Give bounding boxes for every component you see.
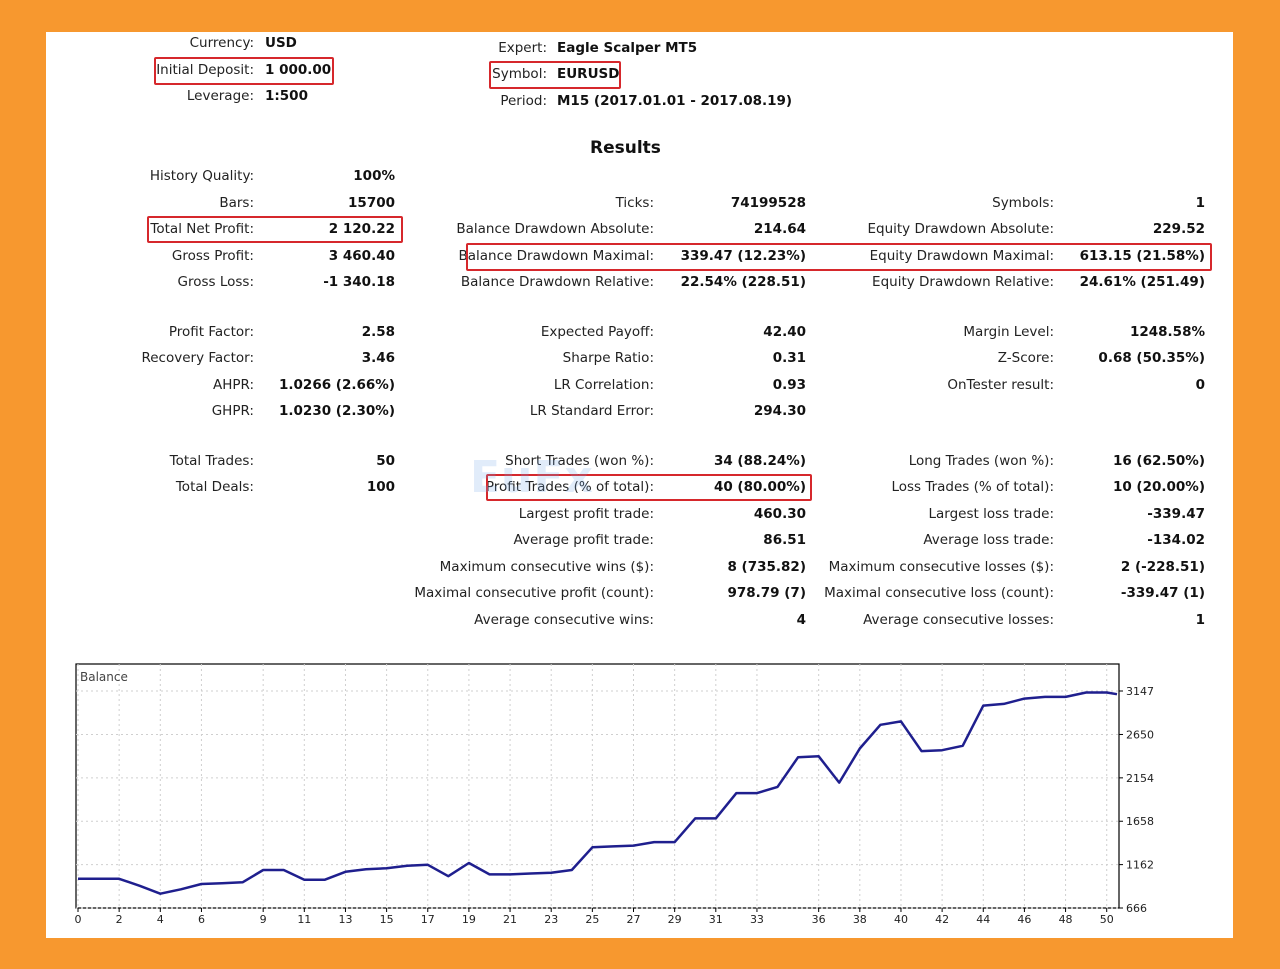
loss-trades-of-total-value: 10 (20.00%) xyxy=(1112,479,1205,495)
total-trades-value: 50 xyxy=(376,453,395,469)
symbols-label: Symbols: xyxy=(992,195,1054,211)
profit-trades-of-total-value: 40 (80.00%) xyxy=(713,479,806,495)
currency-label: Currency: xyxy=(189,35,254,51)
maximal-consecutive-profit-count-label: Maximal consecutive profit (count): xyxy=(414,585,654,601)
gross-loss-value: -1 340.18 xyxy=(323,274,395,290)
balance-drawdown-relative-value: 22.54% (228.51) xyxy=(680,274,806,290)
history-quality-label: History Quality: xyxy=(149,168,254,184)
average-consecutive-losses-label: Average consecutive losses: xyxy=(863,612,1054,628)
ghpr-label: GHPR: xyxy=(211,403,254,419)
long-trades-won-value: 16 (62.50%) xyxy=(1112,453,1205,469)
watermark-logo: EuFx xyxy=(470,452,594,503)
ticks-value: 74199528 xyxy=(730,195,806,211)
symbols-value: 1 xyxy=(1195,195,1205,211)
results-title: Results xyxy=(590,138,661,158)
total-net-profit-highlight xyxy=(147,216,403,243)
expert-label: Expert: xyxy=(498,40,547,56)
sharpe-ratio-value: 0.31 xyxy=(772,350,806,366)
largest-loss-trade-value: -339.47 xyxy=(1147,506,1205,522)
drawdown-maximal-highlight xyxy=(466,243,1212,271)
symbol-value: EURUSD xyxy=(557,66,620,82)
profit-trades-highlight xyxy=(486,474,812,501)
equity-drawdown-relative-value: 24.61% (251.49) xyxy=(1079,274,1205,290)
lr-standard-error-label: LR Standard Error: xyxy=(529,403,654,419)
ontester-result-value: 0 xyxy=(1195,377,1205,393)
ticks-label: Ticks: xyxy=(615,195,654,211)
average-consecutive-wins-value: 4 xyxy=(796,612,806,628)
ahpr-label: AHPR: xyxy=(212,377,254,393)
balance-drawdown-absolute-label: Balance Drawdown Absolute: xyxy=(456,221,654,237)
total-net-profit-label: Total Net Profit: xyxy=(150,221,254,237)
long-trades-won-label: Long Trades (won %): xyxy=(908,453,1054,469)
average-loss-trade-label: Average loss trade: xyxy=(923,532,1054,548)
sharpe-ratio-label: Sharpe Ratio: xyxy=(562,350,654,366)
leverage-value: 1:500 xyxy=(265,88,308,104)
recovery-factor-value: 3.46 xyxy=(361,350,395,366)
balance-drawdown-maximal-label: Balance Drawdown Maximal: xyxy=(458,248,655,264)
largest-loss-trade-label: Largest loss trade: xyxy=(928,506,1054,522)
largest-profit-trade-value: 460.30 xyxy=(753,506,806,522)
margin-level-label: Margin Level: xyxy=(963,324,1054,340)
ghpr-value: 1.0230 (2.30%) xyxy=(279,403,395,419)
total-trades-label: Total Trades: xyxy=(169,453,254,469)
bars-value: 15700 xyxy=(348,195,395,211)
z-score-label: Z-Score: xyxy=(997,350,1054,366)
maximum-consecutive-losses-label: Maximum consecutive losses ($): xyxy=(828,559,1054,575)
initial-deposit-value: 1 000.00 xyxy=(265,62,332,78)
maximum-consecutive-wins-label: Maximum consecutive wins ($): xyxy=(439,559,654,575)
average-loss-trade-value: -134.02 xyxy=(1147,532,1205,548)
average-profit-trade-label: Average profit trade: xyxy=(513,532,654,548)
history-quality-value: 100% xyxy=(353,168,395,184)
total-deals-value: 100 xyxy=(366,479,395,495)
profit-factor-value: 2.58 xyxy=(361,324,395,340)
symbol-highlight xyxy=(489,61,621,89)
maximal-consecutive-loss-count-value: -339.47 (1) xyxy=(1120,585,1205,601)
maximum-consecutive-wins-value: 8 (735.82) xyxy=(727,559,806,575)
equity-drawdown-absolute-value: 229.52 xyxy=(1152,221,1205,237)
z-score-value: 0.68 (50.35%) xyxy=(1098,350,1205,366)
expert-value: Eagle Scalper MT5 xyxy=(557,40,698,56)
leverage-label: Leverage: xyxy=(186,88,254,104)
balance-drawdown-absolute-value: 214.64 xyxy=(753,221,806,237)
equity-drawdown-maximal-value: 613.15 (21.58%) xyxy=(1079,248,1205,264)
average-consecutive-losses-value: 1 xyxy=(1195,612,1205,628)
average-profit-trade-value: 86.51 xyxy=(763,532,806,548)
largest-profit-trade-label: Largest profit trade: xyxy=(518,506,654,522)
lr-correlation-label: LR Correlation: xyxy=(553,377,654,393)
maximal-consecutive-loss-count-label: Maximal consecutive loss (count): xyxy=(824,585,1054,601)
period-label: Period: xyxy=(500,93,547,109)
currency-value: USD xyxy=(265,35,297,51)
average-consecutive-wins-label: Average consecutive wins: xyxy=(474,612,654,628)
expected-payoff-label: Expected Payoff: xyxy=(540,324,654,340)
margin-level-value: 1248.58% xyxy=(1129,324,1205,340)
symbol-label: Symbol: xyxy=(492,66,547,82)
equity-drawdown-maximal-label: Equity Drawdown Maximal: xyxy=(869,248,1054,264)
recovery-factor-label: Recovery Factor: xyxy=(141,350,254,366)
lr-correlation-value: 0.93 xyxy=(772,377,806,393)
balance-drawdown-relative-label: Balance Drawdown Relative: xyxy=(460,274,654,290)
equity-drawdown-relative-label: Equity Drawdown Relative: xyxy=(872,274,1054,290)
gross-profit-value: 3 460.40 xyxy=(328,248,395,264)
equity-drawdown-absolute-label: Equity Drawdown Absolute: xyxy=(867,221,1054,237)
profit-factor-label: Profit Factor: xyxy=(168,324,254,340)
bars-label: Bars: xyxy=(219,195,254,211)
short-trades-won-label: Short Trades (won %): xyxy=(505,453,654,469)
ontester-result-label: OnTester result: xyxy=(947,377,1054,393)
profit-trades-of-total-label: Profit Trades (% of total): xyxy=(485,479,654,495)
lr-standard-error-value: 294.30 xyxy=(753,403,806,419)
total-net-profit-value: 2 120.22 xyxy=(328,221,395,237)
ahpr-value: 1.0266 (2.66%) xyxy=(279,377,395,393)
expected-payoff-value: 42.40 xyxy=(763,324,806,340)
initial-deposit-highlight xyxy=(154,57,334,85)
loss-trades-of-total-label: Loss Trades (% of total): xyxy=(891,479,1054,495)
balance-drawdown-maximal-value: 339.47 (12.23%) xyxy=(680,248,806,264)
maximal-consecutive-profit-count-value: 978.79 (7) xyxy=(727,585,806,601)
maximum-consecutive-losses-value: 2 (-228.51) xyxy=(1120,559,1205,575)
gross-profit-label: Gross Profit: xyxy=(171,248,254,264)
initial-deposit-label: Initial Deposit: xyxy=(156,62,254,78)
gross-loss-label: Gross Loss: xyxy=(177,274,255,290)
total-deals-label: Total Deals: xyxy=(175,479,254,495)
period-value: M15 (2017.01.01 - 2017.08.19) xyxy=(557,93,793,109)
short-trades-won-value: 34 (88.24%) xyxy=(713,453,806,469)
